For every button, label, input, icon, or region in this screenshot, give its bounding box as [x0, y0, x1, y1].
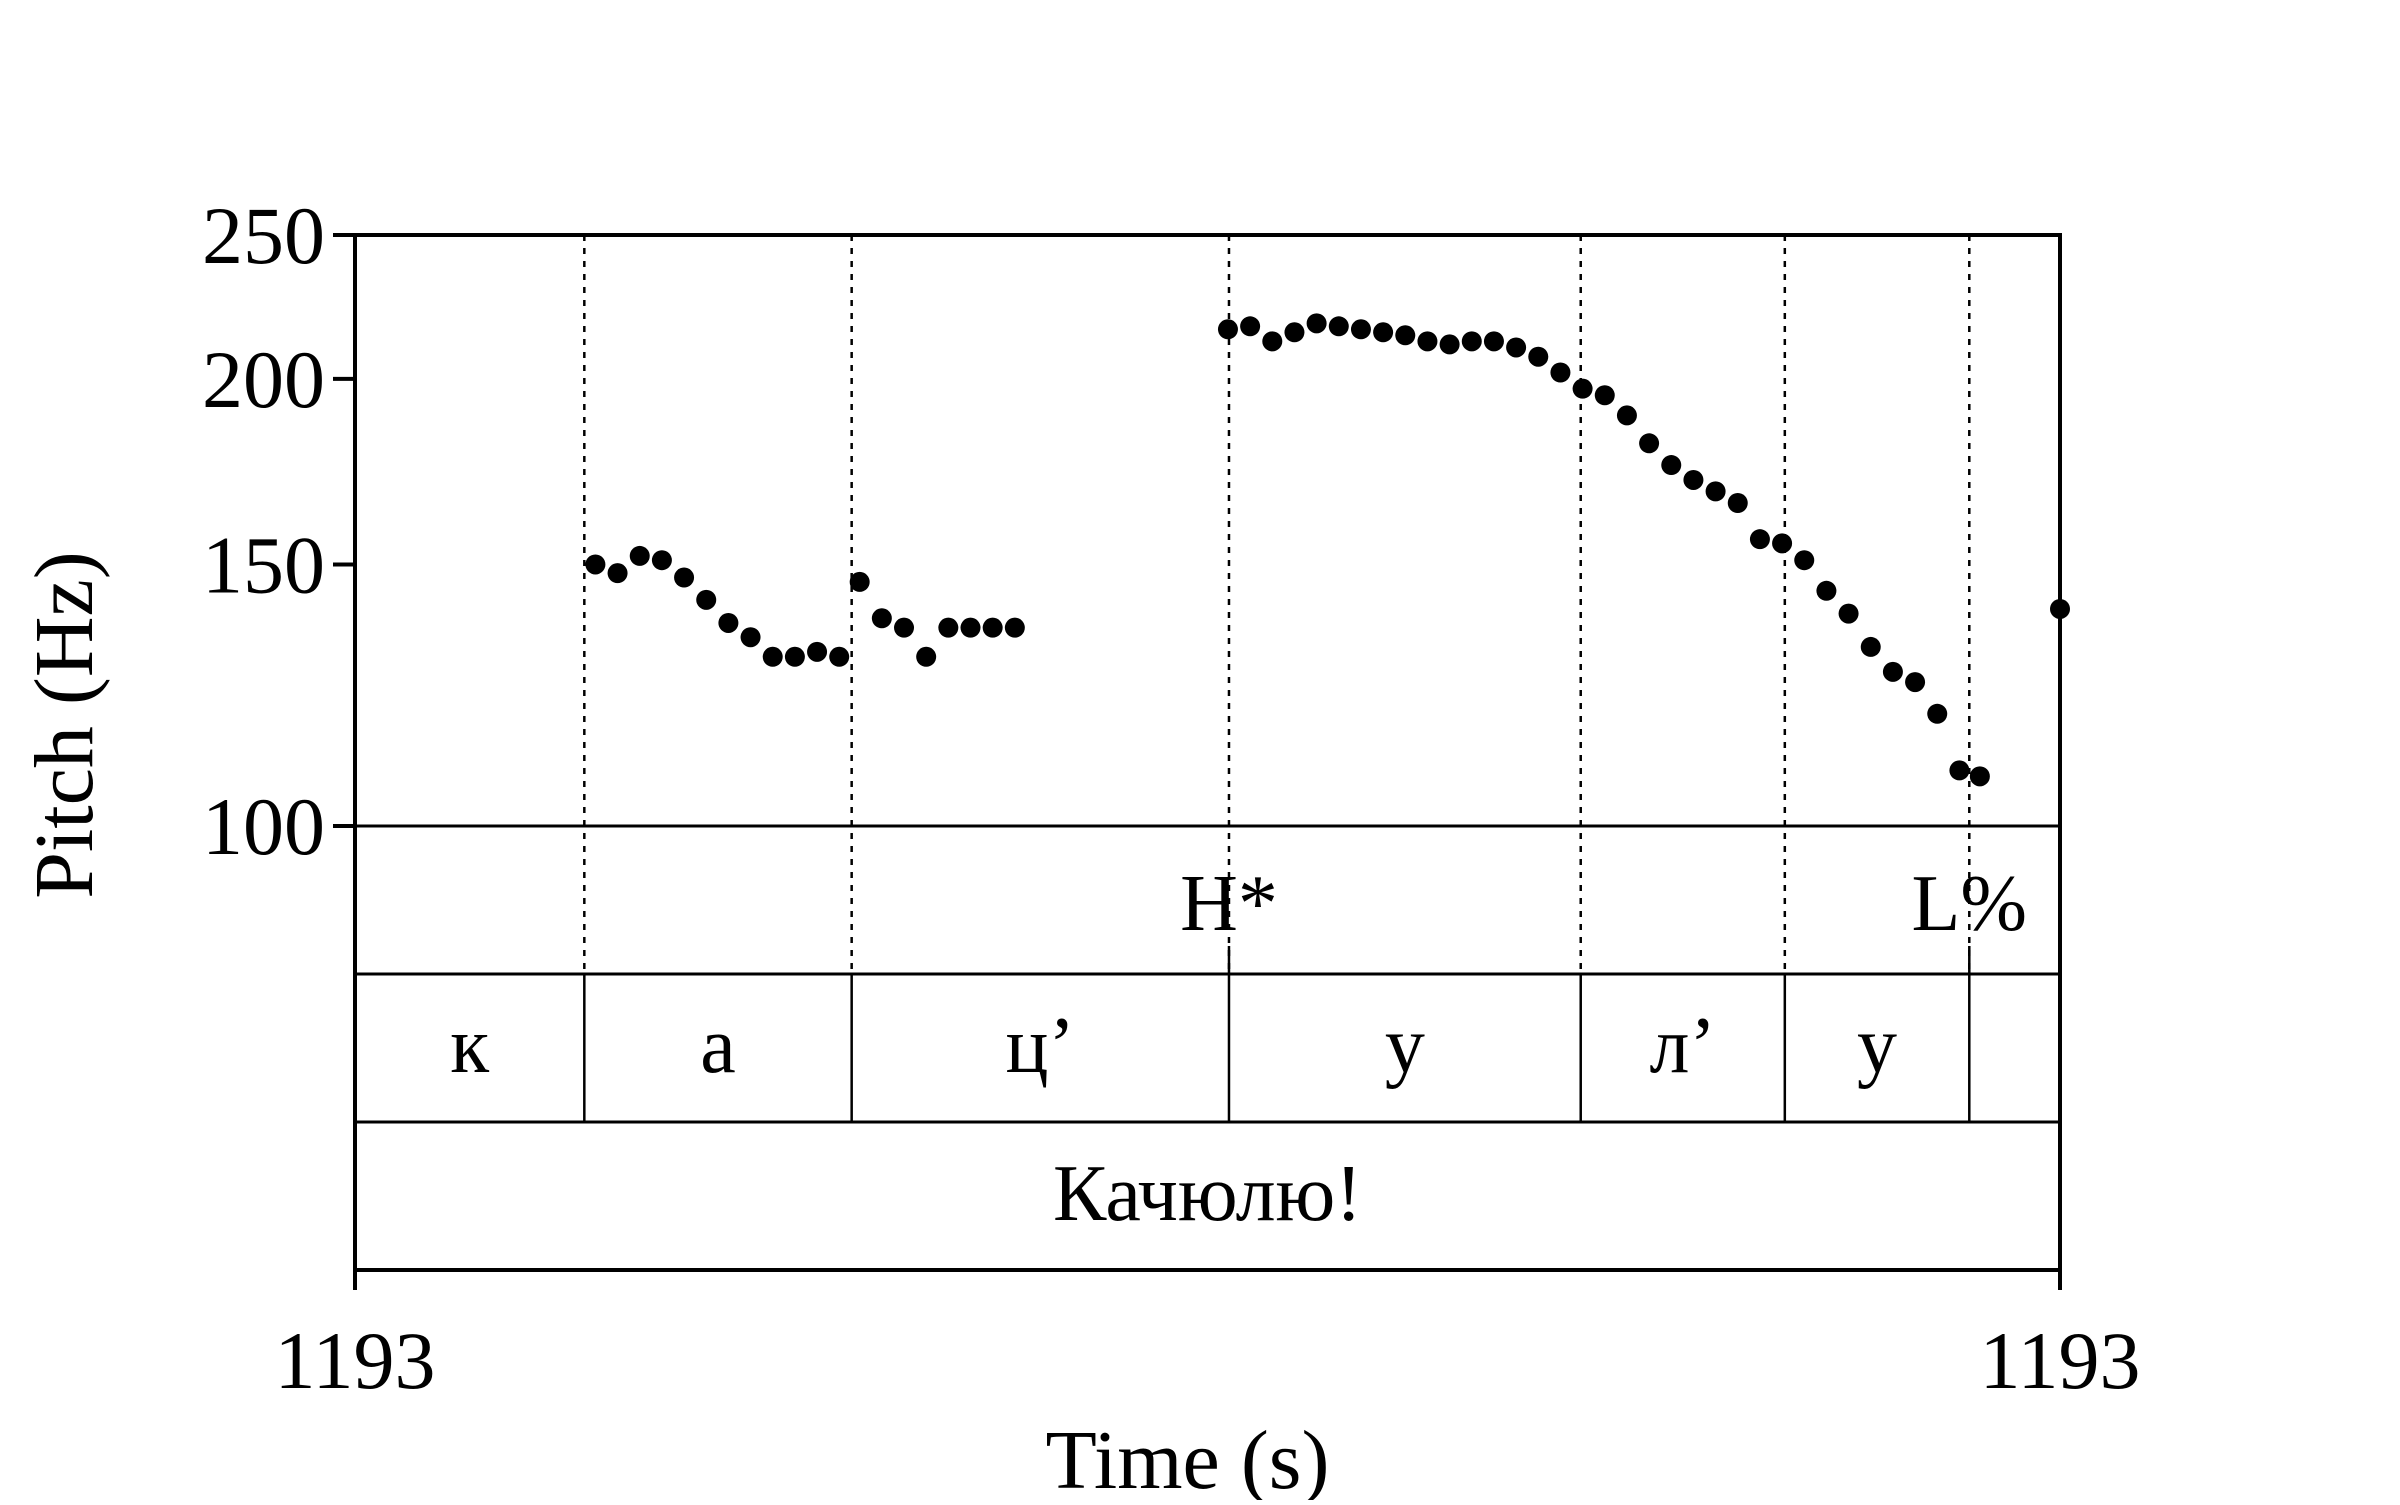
- pitch-point-15: [916, 646, 937, 667]
- segments-label-0: к: [450, 1002, 489, 1090]
- y-tick-label-0: 100: [202, 781, 325, 872]
- pitch-point-39: [1639, 433, 1660, 454]
- pitch-point-45: [1772, 533, 1793, 554]
- pitch-point-10: [807, 641, 828, 662]
- pitch-point-49: [1860, 636, 1881, 657]
- word-label-0: Качюлю!: [1053, 1150, 1362, 1238]
- pitch-point-33: [1506, 337, 1527, 358]
- axes: 100 150 200 250 1193 1193 Time (s) Pitch (Hz): [18, 190, 2141, 1505]
- pitch-point-3: [651, 550, 672, 571]
- tone-label-0: H*: [1180, 860, 1278, 948]
- y-axis-label: Pitch (Hz): [18, 551, 111, 899]
- pitch-point-8: [762, 646, 783, 667]
- pitch-point-14: [894, 617, 915, 638]
- x-tick-label-0: 1193: [275, 1315, 436, 1406]
- plot-border: [353, 233, 2062, 1272]
- pitch-point-40: [1661, 455, 1682, 476]
- pitch-points: [585, 313, 2070, 787]
- pitch-point-53: [1949, 760, 1970, 781]
- pitch-point-34: [1528, 346, 1549, 367]
- pitch-point-48: [1838, 603, 1859, 624]
- pitch-point-7: [740, 627, 761, 648]
- segments-label-1: а: [700, 1002, 736, 1090]
- y-tick-label-2: 200: [202, 334, 325, 425]
- y-tick-label-3: 250: [202, 190, 325, 281]
- pitch-point-26: [1350, 319, 1371, 340]
- pitch-point-37: [1594, 385, 1615, 406]
- pitch-point-54: [1969, 766, 1990, 787]
- pitch-point-2: [629, 545, 650, 566]
- pitch-point-11: [829, 646, 850, 667]
- pitch-point-51: [1905, 672, 1926, 693]
- pitch-point-42: [1705, 481, 1726, 502]
- pitch-point-4: [674, 567, 695, 588]
- y-tick-label-1: 150: [202, 519, 325, 610]
- x-axis-label: Time (s): [1046, 1414, 1330, 1500]
- pitch-point-24: [1306, 313, 1327, 334]
- segments-label-4: л’: [1649, 1002, 1716, 1090]
- pitch-point-32: [1483, 331, 1504, 352]
- pitch-point-28: [1395, 325, 1416, 346]
- pitch-point-16: [938, 617, 959, 638]
- pitch-point-20: [1217, 319, 1238, 340]
- pitch-point-21: [1240, 316, 1261, 337]
- pitch-point-22: [1262, 331, 1283, 352]
- segments-label-3: у: [1385, 1002, 1425, 1090]
- pitch-point-12: [849, 571, 870, 592]
- segments-label-2: ц’: [1006, 1002, 1075, 1090]
- pitch-point-25: [1328, 316, 1349, 337]
- pitch-point-19: [1004, 617, 1025, 638]
- pitch-point-44: [1749, 529, 1770, 550]
- pitch-point-41: [1683, 469, 1704, 490]
- pitch-point-0: [585, 554, 606, 575]
- pitch-point-35: [1550, 362, 1571, 383]
- pitch-point-29: [1417, 331, 1438, 352]
- pitch-point-18: [982, 617, 1003, 638]
- pitch-point-1: [607, 563, 628, 584]
- x-tick-label-1: 1193: [1980, 1315, 2141, 1406]
- plot-frame: [353, 233, 2062, 1272]
- annotation-tiers: H* L% к а ц’ у л’ у Качюлю!: [450, 860, 2027, 1238]
- pitch-point-55: [2050, 598, 2070, 619]
- pitch-point-31: [1461, 331, 1482, 352]
- tone-label-1: L%: [1912, 860, 2028, 948]
- pitch-point-27: [1373, 322, 1394, 343]
- pitch-point-5: [696, 589, 717, 610]
- pitch-point-50: [1882, 661, 1903, 682]
- pitch-point-52: [1927, 703, 1948, 724]
- pitch-point-13: [871, 608, 892, 629]
- boundary-lines: [583, 235, 1971, 974]
- pitch-point-6: [718, 612, 739, 633]
- pitch-point-30: [1439, 334, 1460, 355]
- pitch-point-9: [784, 646, 805, 667]
- pitch-point-17: [960, 617, 981, 638]
- pitch-point-46: [1794, 550, 1815, 571]
- pitch-point-36: [1572, 378, 1593, 399]
- pitch-point-47: [1816, 580, 1837, 601]
- pitch-point-38: [1616, 405, 1637, 426]
- pitch-point-23: [1284, 322, 1305, 343]
- segments-label-5: у: [1857, 1002, 1897, 1090]
- pitch-point-43: [1727, 493, 1748, 514]
